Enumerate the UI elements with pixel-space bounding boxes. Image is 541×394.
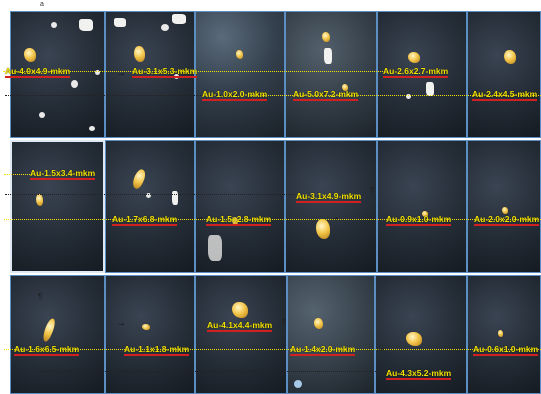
gold-grain (408, 52, 420, 63)
micrograph-r3c3 (195, 275, 287, 394)
arrow-icon: → (376, 343, 386, 354)
grain-size-label: Au-2.0x2.0-mkm (474, 214, 540, 226)
gold-grain (40, 317, 58, 343)
micrograph-r2c1 (10, 140, 105, 273)
mineral-fragment (146, 193, 151, 198)
mineral-fragment (79, 19, 93, 31)
mineral-fragment (174, 74, 179, 79)
leader-line (5, 95, 243, 96)
grain-size-label: Au-1.5x2.8-mkm (206, 214, 272, 226)
gold-grain (406, 332, 422, 346)
micrograph-r3c6 (467, 275, 541, 394)
grain-size-label: Au-1.7x6.8-mkm (112, 214, 178, 226)
grain-size-label: Au-1.4x2.0-mkm (290, 344, 356, 356)
micrograph-r2c2 (105, 140, 195, 273)
micrograph-r2c4 (285, 140, 377, 273)
arrow-icon: → (330, 212, 340, 223)
mineral-fragment (208, 235, 222, 261)
leader-line (5, 194, 295, 195)
micrograph-r3c1 (10, 275, 105, 394)
gold-grain (322, 32, 330, 42)
mineral-fragment (39, 112, 45, 118)
leader-line (4, 219, 541, 220)
mineral-fragment (172, 191, 178, 205)
gold-grain (130, 167, 148, 191)
grain-size-label: Au-1.1x1.8-mkm (124, 344, 190, 356)
figure-corner-mark: a (40, 1, 44, 8)
pilcrow-mark: ¶ (455, 365, 460, 374)
arrow-icon: → (195, 212, 205, 223)
pilcrow-mark: ¶ (282, 318, 287, 327)
grain-size-label: Au-3.1x5.3-mkm (132, 66, 198, 78)
gold-grain (232, 217, 238, 225)
gold-grain (36, 194, 43, 206)
grain-size-label: Au-0.6x1.0-mkm (473, 344, 539, 356)
grain-size-label: Au-3.1x4.9-mkm (296, 191, 362, 203)
leader-line (250, 95, 541, 96)
grain-size-label: Au-4.0x4.9-mkm (5, 66, 71, 78)
grain-size-label: Au-1.5x3.4-mkm (30, 168, 96, 180)
arrow-icon: → (116, 318, 126, 329)
gold-grain (316, 219, 330, 239)
mineral-fragment (406, 94, 411, 99)
mineral-fragment (71, 80, 78, 88)
grain-size-label: Au-2.6x2.7-mkm (383, 66, 449, 78)
gold-grain (24, 48, 36, 62)
leader-line (4, 174, 30, 175)
grain-size-label: Au-5.0x7.2-mkm (293, 89, 359, 101)
mineral-fragment (324, 48, 332, 64)
gold-grain (498, 330, 503, 337)
mineral-fragment (51, 22, 57, 28)
micrograph-r3c2 (105, 275, 195, 394)
mineral-fragment (426, 82, 434, 96)
micrograph-r1c2 (105, 11, 195, 138)
gold-grain (422, 211, 428, 217)
leader-line (4, 349, 541, 350)
grain-size-label: Au-4.3x5.2-mkm (386, 368, 452, 380)
micrograph-r1c3 (195, 11, 285, 138)
gold-grain (142, 324, 150, 330)
micrograph-r1c6 (467, 11, 541, 138)
grain-size-label: Au-1.0x2.0-mkm (202, 89, 268, 101)
mineral-fragment (114, 18, 126, 27)
arrow-icon: → (116, 68, 126, 79)
grain-size-label: Au-4.1x4.4-mkm (207, 320, 273, 332)
gold-grain (342, 84, 348, 91)
mineral-fragment (294, 380, 302, 388)
leader-line (3, 71, 383, 72)
mineral-fragment (172, 14, 186, 24)
gold-grain (232, 302, 248, 318)
mineral-fragment (89, 126, 95, 131)
micrograph-r2c3 (195, 140, 285, 273)
gold-grain (504, 50, 516, 64)
micrograph-r3c4 (287, 275, 375, 394)
gold-grain (134, 46, 145, 62)
arrow-icon: → (318, 88, 328, 99)
micrograph-r2c6 (467, 140, 541, 273)
grain-size-label: Au-2.4x4.5-mkm (472, 89, 538, 101)
gold-grain (314, 318, 323, 329)
grain-size-label: Au-1.6x6.5-mkm (14, 344, 80, 356)
micrograph-r3c5 (375, 275, 467, 394)
mineral-fragment (161, 24, 169, 31)
gold-grain (502, 207, 508, 214)
pilcrow-mark: ¶ (38, 292, 43, 301)
mineral-fragment (95, 70, 100, 75)
pilcrow-mark: ¶ (370, 186, 375, 195)
micrograph-r1c5 (377, 11, 467, 138)
micrograph-r2c5 (377, 140, 467, 273)
micrograph-r1c1 (10, 11, 105, 138)
micrograph-r1c4 (285, 11, 377, 138)
gold-grain (236, 50, 243, 59)
grain-size-label: Au-0.9x1.0-mkm (386, 214, 452, 226)
leader-line (40, 371, 382, 372)
